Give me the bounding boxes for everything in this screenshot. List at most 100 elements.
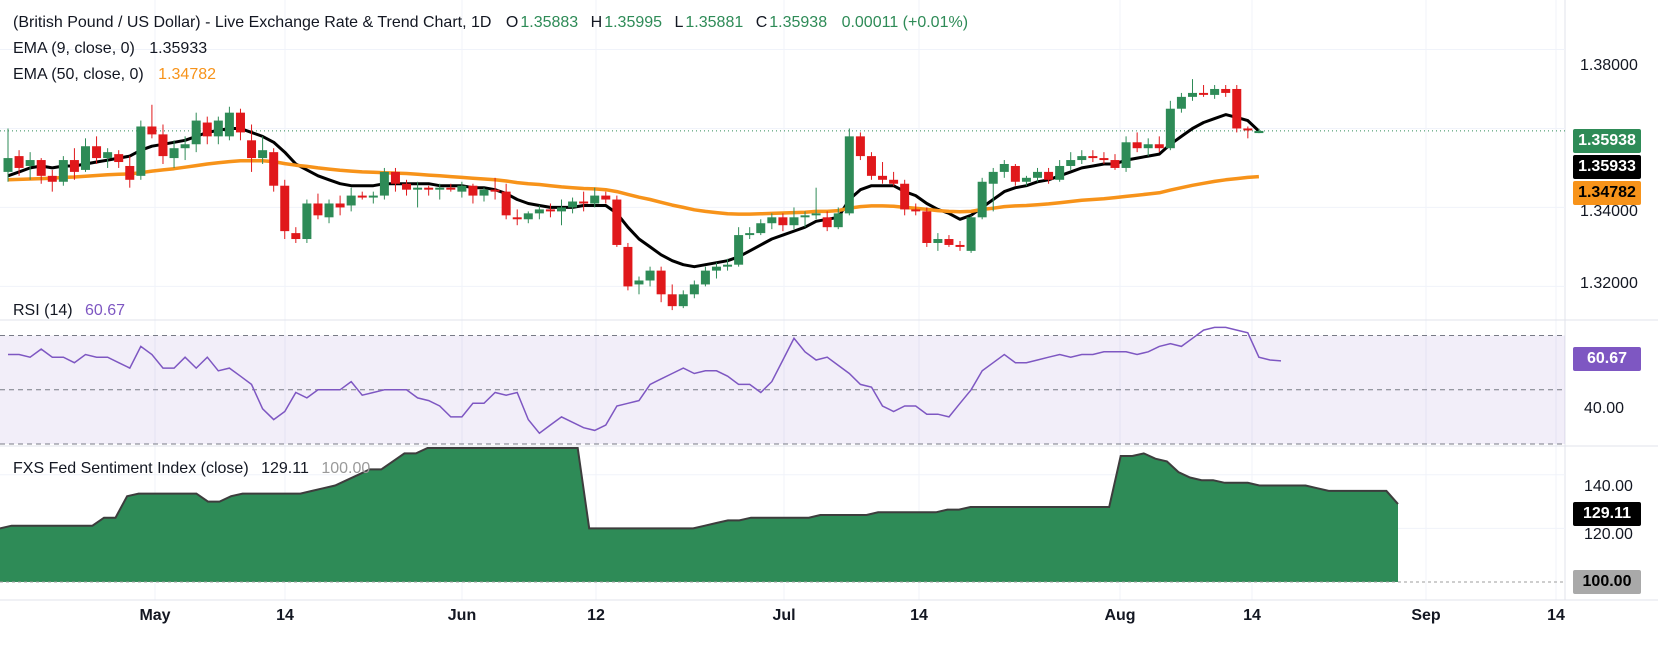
ema9-value: 1.35933 <box>149 40 208 57</box>
candle-body <box>1165 108 1175 149</box>
candle-body <box>955 244 965 247</box>
candle-body <box>103 152 113 159</box>
fed-base-tag: 100.00 <box>1573 570 1641 594</box>
candle-body <box>1099 158 1109 161</box>
candle-body <box>58 160 68 182</box>
candle-body <box>656 270 666 295</box>
candle-body <box>933 239 943 243</box>
candle-body <box>191 120 201 145</box>
candle-body <box>324 203 334 218</box>
candle-body <box>833 213 843 228</box>
candle-body <box>999 164 1009 172</box>
candle-body <box>590 195 600 204</box>
fed-base-value: 100.00 <box>321 460 371 477</box>
fed-value: 129.11 <box>261 460 309 477</box>
candle-body <box>202 122 212 137</box>
candle-body <box>778 217 788 226</box>
candle-body <box>114 154 124 163</box>
candle-body <box>224 112 234 137</box>
candle-body <box>269 152 279 186</box>
candle-body <box>634 280 644 285</box>
ema50-price-tag: 1.34782 <box>1573 181 1641 205</box>
candle-body <box>1243 128 1253 131</box>
candle-body <box>1232 88 1242 129</box>
candle-body <box>357 195 367 198</box>
ema9-price-tag: 1.35933 <box>1573 155 1641 179</box>
candle-body <box>756 223 766 234</box>
candle-body <box>235 112 245 133</box>
candle-body <box>1176 96 1186 109</box>
ohlc-open-label: O <box>505 14 519 31</box>
candle-body <box>944 239 954 245</box>
candle-body <box>490 189 500 192</box>
ohlc-change: 0.00011 (+0.01%) <box>841 14 969 31</box>
candle-body <box>402 183 412 190</box>
candle-body <box>1254 130 1264 134</box>
candle-body <box>601 195 611 200</box>
ema9-label: EMA (9, close, 0) <box>13 40 135 57</box>
rsi-last-tag: 60.67 <box>1573 347 1641 371</box>
candle-body <box>158 134 168 157</box>
candle-body <box>1199 92 1209 95</box>
price-tick-1: 1.38000 <box>1580 57 1638 74</box>
candle-body <box>844 136 854 214</box>
ema50-legend: EMA (50, close, 0) 1.34782 <box>13 65 218 85</box>
rsi-band <box>0 335 1565 444</box>
candle-body <box>413 187 423 190</box>
candle-body <box>534 209 544 214</box>
candle-body <box>711 266 721 271</box>
candle-body <box>623 246 633 287</box>
ohlc-close-value: 1.35938 <box>769 14 828 31</box>
ema50-line <box>7 159 1260 216</box>
candle-body <box>390 171 400 184</box>
last-price-tag: 1.35938 <box>1573 129 1641 153</box>
rsi-value: 60.67 <box>85 302 126 319</box>
candle-body <box>47 175 57 182</box>
fed-label: FXS Fed Sentiment Index (close) <box>13 460 249 477</box>
candle-body <box>1143 144 1153 149</box>
candle-body <box>446 187 456 190</box>
candle-body <box>866 156 876 176</box>
candle-body <box>14 156 24 168</box>
candle-body <box>169 148 179 159</box>
ohlc-open-value: 1.35883 <box>520 14 579 31</box>
fed-tick-140: 140.00 <box>1584 478 1633 495</box>
candle-body <box>745 233 755 236</box>
candle-body <box>424 187 434 190</box>
candle-body <box>1055 165 1065 180</box>
candle-body <box>734 235 744 265</box>
candle-body <box>667 294 677 307</box>
candle-body <box>80 146 90 170</box>
rsi-legend: RSI (14) 60.67 <box>13 302 125 320</box>
candle-body <box>977 181 987 218</box>
candle-body <box>435 187 445 190</box>
fed-legend: FXS Fed Sentiment Index (close) 129.11 1… <box>13 460 370 478</box>
candle-body <box>36 160 46 176</box>
candle-body <box>147 126 157 135</box>
price-tick-3: 1.32000 <box>1580 275 1638 292</box>
candle-body <box>335 203 345 208</box>
x-label-may: May <box>139 607 171 624</box>
candle-body <box>302 203 312 240</box>
candle-body <box>723 264 733 267</box>
candle-body <box>612 199 622 245</box>
fed-last-tag: 129.11 <box>1573 502 1641 526</box>
candle-body <box>512 217 522 220</box>
candle-body <box>213 120 223 137</box>
candle-body <box>180 144 190 149</box>
candle-body <box>479 189 489 196</box>
candle-body <box>457 185 467 192</box>
x-label-sep: Sep <box>1411 607 1441 624</box>
candle-body <box>125 165 135 180</box>
candle-body <box>92 146 102 159</box>
candle-body <box>313 203 323 216</box>
x-label-aug-14: 14 <box>1243 607 1261 624</box>
x-label-may-14: 14 <box>276 607 294 624</box>
candle-body <box>368 195 378 198</box>
candle-body <box>900 183 910 210</box>
fed-line <box>0 447 1399 530</box>
ohlc-low-label: L <box>674 14 684 31</box>
candle-body <box>878 175 888 180</box>
